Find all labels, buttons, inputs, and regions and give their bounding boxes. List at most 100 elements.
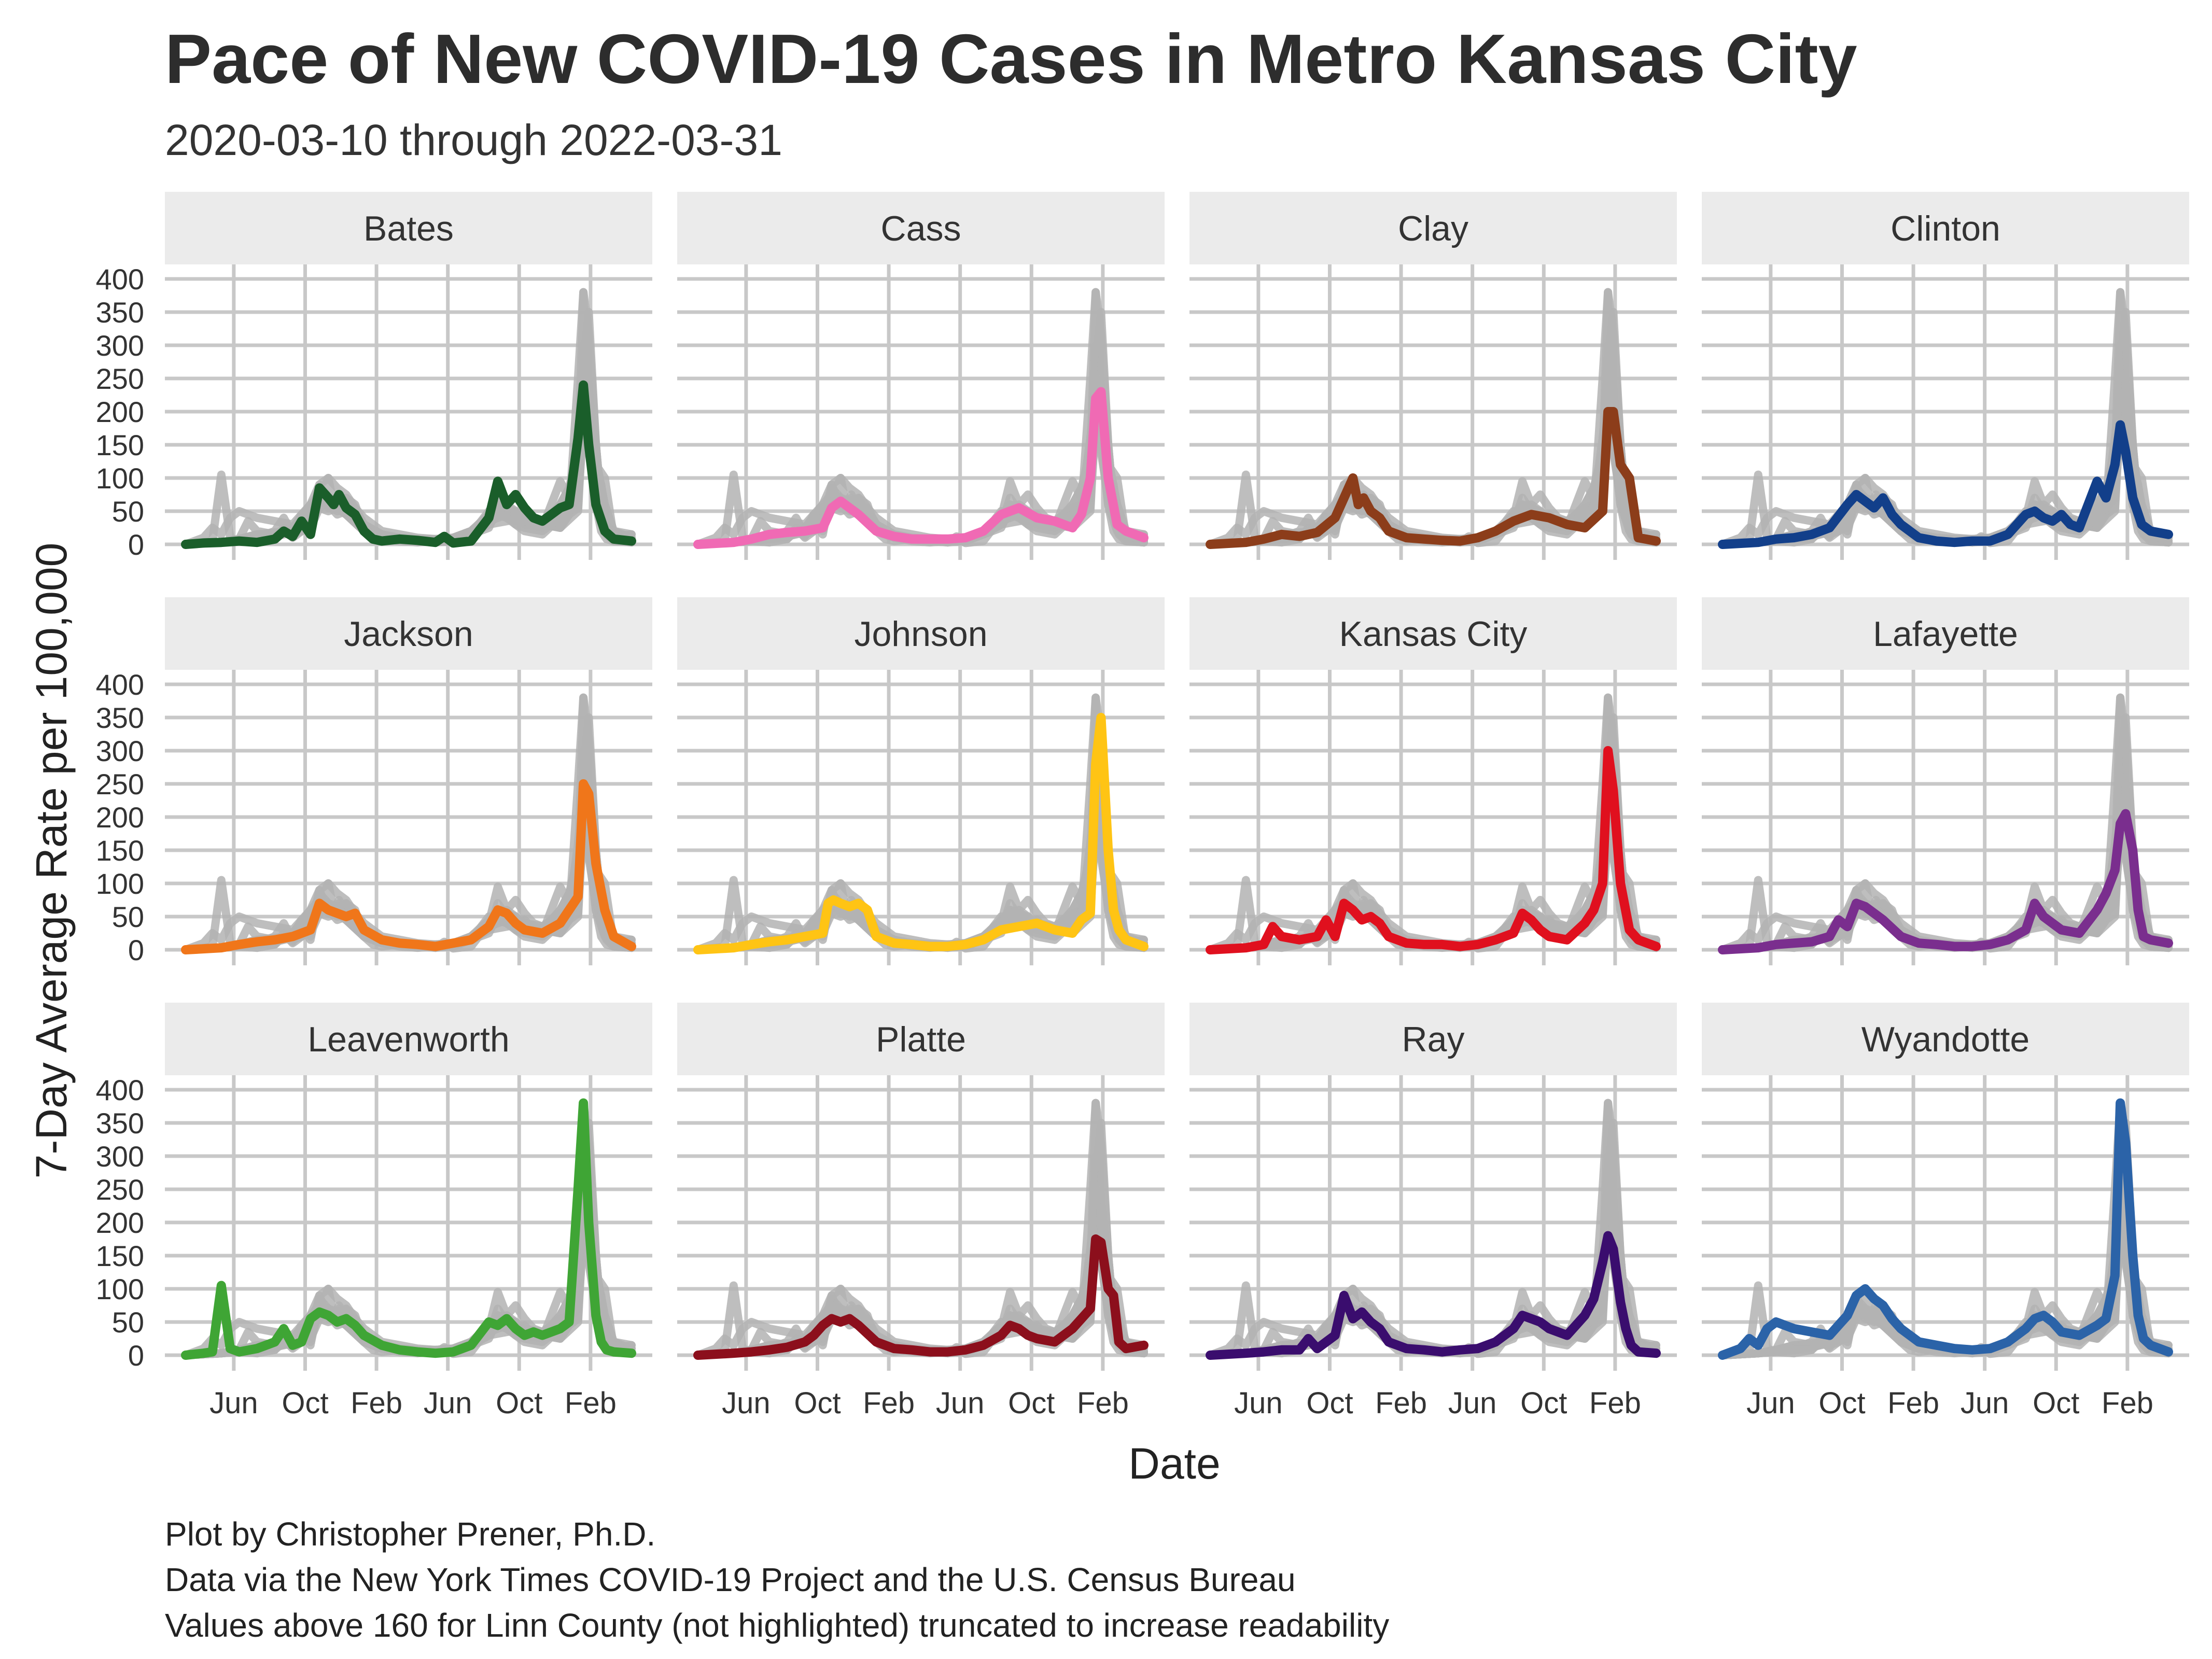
y-tick-label: 350 [96, 1107, 144, 1140]
x-tick-label: Feb [2102, 1386, 2153, 1420]
x-tick-label: Feb [1887, 1386, 1939, 1420]
panel-lafayette: Lafayette [1702, 597, 2189, 965]
panel-platte: Platte Jun Oct Feb Jun Oct Feb [677, 1003, 1165, 1420]
x-tick-label: Oct [1520, 1386, 1567, 1420]
y-tick-label: 200 [96, 396, 144, 428]
background-series-line [1206, 1099, 1660, 1359]
panel-strip-label: Clinton [1891, 209, 2000, 248]
y-tick-label: 400 [96, 668, 144, 701]
series-line-johnson [693, 713, 1149, 954]
y-tick-label: 300 [96, 735, 144, 767]
x-tick-label: Oct [1306, 1386, 1353, 1420]
x-tick-label: Jun [1448, 1386, 1497, 1420]
caption-line-note: Values above 160 for Linn County (not hi… [165, 1607, 1390, 1644]
series-line-platte [693, 1234, 1149, 1360]
y-tick-label: 200 [96, 1206, 144, 1239]
y-tick-label: 300 [96, 1140, 144, 1173]
x-tick-label: Feb [1589, 1386, 1641, 1420]
panel-strip [677, 1003, 1165, 1075]
x-tick-label: Oct [2033, 1386, 2079, 1420]
panel-strip-label: Ray [1402, 1020, 1465, 1059]
y-tick-label: 50 [112, 1306, 144, 1339]
x-tick-label: Feb [565, 1386, 617, 1420]
y-tick-label: 250 [96, 362, 144, 395]
panel-strip-label: Wyandotte [1861, 1020, 2029, 1059]
y-tick-label: 400 [96, 263, 144, 296]
y-tick-label: 100 [96, 867, 144, 900]
panel-cass: Cass [677, 192, 1165, 560]
y-tick-label: 100 [96, 1273, 144, 1305]
x-tick-label: Oct [496, 1386, 542, 1420]
y-tick-label: 250 [96, 768, 144, 800]
panel-strip-label: Clay [1398, 209, 1468, 248]
panel-clay: Clay [1189, 192, 1677, 560]
y-tick-label: 150 [96, 1240, 144, 1272]
panel-johnson: Johnson [677, 597, 1165, 965]
series-line-bates [181, 380, 636, 549]
x-tick-label: Oct [282, 1386, 328, 1420]
panel-strip-label: Johnson [854, 614, 987, 654]
y-tick-label: 400 [96, 1074, 144, 1106]
panel-ray: Ray Jun Oct Feb Jun Oct Feb [1189, 1003, 1677, 1420]
panel-strip-label: Lafayette [1873, 614, 2018, 654]
y-tick-label: 350 [96, 296, 144, 329]
x-tick-label: Jun [424, 1386, 472, 1420]
x-tick-label: Feb [1077, 1386, 1129, 1420]
x-tick-label: Jun [1234, 1386, 1283, 1420]
series-line-jackson [181, 779, 636, 954]
y-tick-label: 0 [128, 528, 144, 561]
panel-strip [677, 192, 1165, 264]
series-line-wyandotte [1718, 1098, 2173, 1360]
panel-clinton: Clinton [1702, 192, 2189, 560]
x-tick-label: Feb [1375, 1386, 1427, 1420]
background-series-line [694, 288, 1148, 549]
x-tick-label: Oct [794, 1386, 841, 1420]
series-line-leavenworth [181, 1098, 636, 1360]
panel-strip-label: Bates [363, 209, 454, 248]
series-line-clinton [1718, 420, 2173, 549]
background-series-line [1718, 693, 2173, 954]
background-series-line [694, 693, 1148, 954]
y-tick-label: 200 [96, 801, 144, 834]
series-line-cass [693, 387, 1149, 549]
y-tick-label: 0 [128, 934, 144, 966]
panel-strip-label: Cass [881, 209, 961, 248]
y-tick-label: 150 [96, 834, 144, 867]
y-tick-label: 50 [112, 495, 144, 528]
panel-strip [1189, 597, 1677, 670]
x-tick-label: Jun [209, 1386, 258, 1420]
x-tick-label: Jun [722, 1386, 771, 1420]
panel-strip-label: Jackson [344, 614, 473, 654]
series-line-lafayette [1718, 809, 2173, 954]
panel-strip [165, 1003, 652, 1075]
x-tick-label: Oct [1818, 1386, 1865, 1420]
panel-strip [1702, 192, 2189, 264]
y-tick-label: 150 [96, 429, 144, 461]
y-tick-label: 250 [96, 1173, 144, 1206]
panel-strip [1189, 1003, 1677, 1075]
background-series-line [1206, 288, 1660, 549]
panel-strip-label: Platte [876, 1020, 966, 1059]
x-axis-title: Date [1128, 1439, 1220, 1488]
caption: Plot by Christopher Prener, Ph.D. Data v… [165, 1511, 1389, 1648]
x-tick-label: Jun [1746, 1386, 1795, 1420]
panel-strip-label: Kansas City [1339, 614, 1528, 654]
panel-strip [1189, 192, 1677, 264]
series-line-ray [1206, 1231, 1661, 1360]
x-tick-label: Feb [863, 1386, 915, 1420]
panel-strip [1702, 597, 2189, 670]
panel-wyandotte: Wyandotte Jun Oct Feb Jun Oct Feb [1702, 1003, 2189, 1420]
background-series-line [181, 1099, 636, 1359]
caption-line-source: Data via the New York Times COVID-19 Pro… [165, 1561, 1296, 1598]
panel-strip [165, 192, 652, 264]
panel-strip-label: Leavenworth [307, 1020, 509, 1059]
series-line-clay [1206, 407, 1661, 549]
y-tick-label: 50 [112, 901, 144, 933]
y-tick-label: 0 [128, 1339, 144, 1372]
panel-strip [165, 597, 652, 670]
x-tick-label: Feb [351, 1386, 402, 1420]
caption-line-author: Plot by Christopher Prener, Ph.D. [165, 1515, 656, 1553]
